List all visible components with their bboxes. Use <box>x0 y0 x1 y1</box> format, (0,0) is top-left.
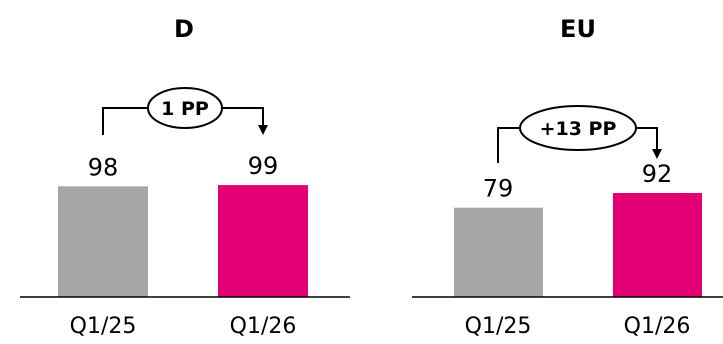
delta-bubble-eu <box>519 105 637 151</box>
x-tick-label-d-q1-26: Q1/26 <box>230 314 297 339</box>
bar-d-q1-25 <box>58 186 148 297</box>
value-label-d-q1-25: 98 <box>88 153 119 181</box>
value-label-d-q1-26: 99 <box>248 152 279 180</box>
delta-connector-eu <box>497 127 657 163</box>
chart-title-eu: EU <box>560 15 596 43</box>
value-label-eu-q1-26: 92 <box>642 160 673 188</box>
chart-panel-d: D 98 99 Q1/25 Q1/26 1 PP <box>20 15 350 339</box>
bar-eu-q1-26 <box>613 193 702 297</box>
x-tick-label-eu-q1-26: Q1/26 <box>624 314 691 339</box>
chart-title-d: D <box>174 15 194 43</box>
delta-bubble-d <box>147 87 223 129</box>
delta-label-eu: +13 PP <box>540 118 617 140</box>
chart-panel-eu: EU 79 92 Q1/25 Q1/26 +13 PP <box>412 15 723 339</box>
value-label-eu-q1-25: 79 <box>483 175 514 203</box>
delta-label-d: 1 PP <box>161 98 209 120</box>
bar-eu-q1-25 <box>454 207 543 297</box>
delta-connector-d <box>102 107 263 135</box>
x-tick-label-eu-q1-25: Q1/25 <box>465 314 532 339</box>
x-tick-label-d-q1-25: Q1/25 <box>70 314 137 339</box>
bar-d-q1-26 <box>218 185 308 297</box>
